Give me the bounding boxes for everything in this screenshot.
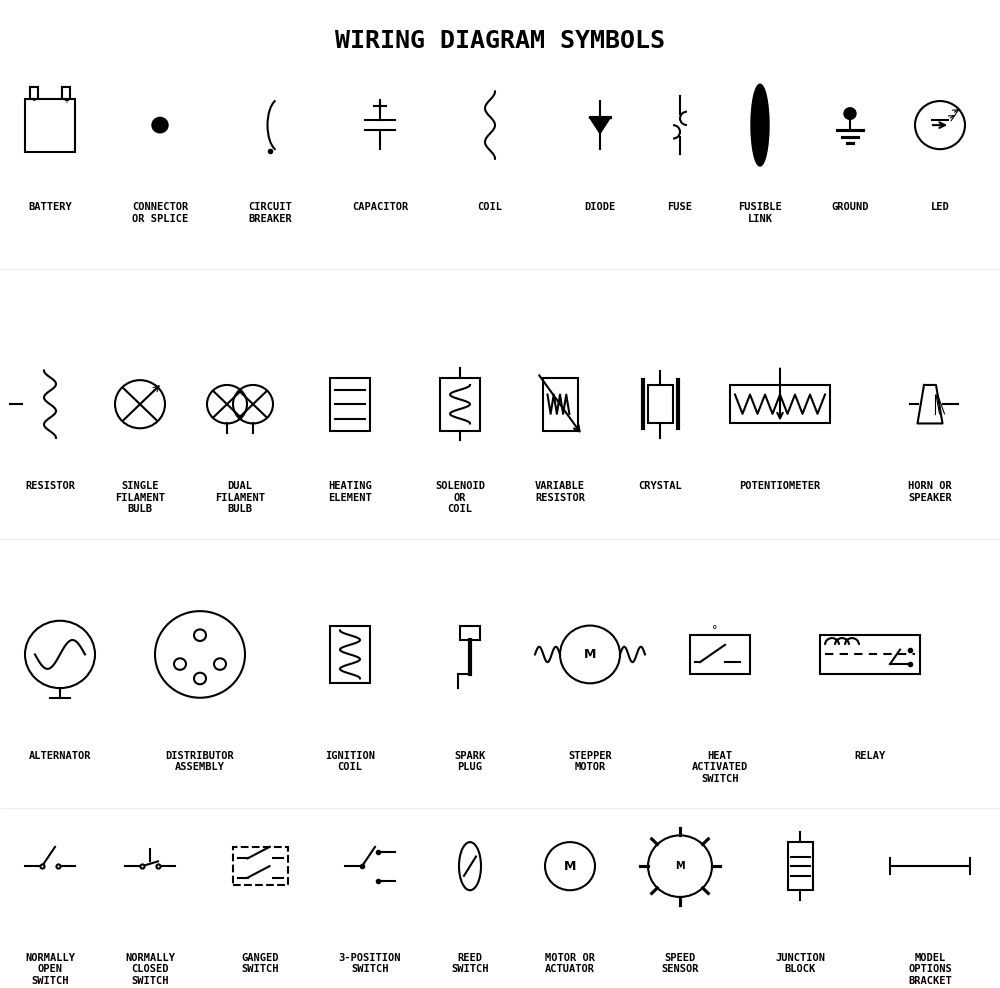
- Bar: [30, 87, 38, 99]
- Text: FUSIBLE
LINK: FUSIBLE LINK: [738, 203, 782, 223]
- Text: STEPPER
MOTOR: STEPPER MOTOR: [568, 751, 612, 773]
- Text: MOTOR OR
ACTUATOR: MOTOR OR ACTUATOR: [545, 952, 595, 974]
- Bar: [232, 847, 288, 885]
- Text: RELAY: RELAY: [854, 751, 886, 761]
- Text: MODEL
OPTIONS
BRACKET: MODEL OPTIONS BRACKET: [908, 952, 952, 986]
- Text: SINGLE
FILAMENT
BULB: SINGLE FILAMENT BULB: [115, 481, 165, 515]
- Text: ALTERNATOR: ALTERNATOR: [29, 751, 91, 761]
- Bar: [543, 377, 578, 431]
- Text: GANGED
SWITCH: GANGED SWITCH: [241, 952, 279, 974]
- Text: GROUND: GROUND: [831, 203, 869, 212]
- Bar: [730, 385, 830, 424]
- Polygon shape: [590, 118, 610, 132]
- Text: POTENTIOMETER: POTENTIOMETER: [739, 481, 821, 491]
- Bar: [62, 87, 70, 99]
- Ellipse shape: [751, 84, 769, 166]
- Text: LED: LED: [931, 203, 949, 212]
- Text: 3-POSITION
SWITCH: 3-POSITION SWITCH: [339, 952, 401, 974]
- Text: M: M: [675, 862, 685, 871]
- Bar: [330, 377, 370, 431]
- Text: M: M: [564, 860, 576, 872]
- Bar: [25, 99, 75, 151]
- Text: SPEED
SENSOR: SPEED SENSOR: [661, 952, 699, 974]
- Bar: [648, 385, 673, 424]
- Text: DISTRIBUTOR
ASSEMBLY: DISTRIBUTOR ASSEMBLY: [166, 751, 234, 773]
- Bar: [788, 842, 813, 890]
- Text: FUSE: FUSE: [668, 203, 692, 212]
- Text: CIRCUIT
BREAKER: CIRCUIT BREAKER: [248, 203, 292, 223]
- Text: VARIABLE
RESISTOR: VARIABLE RESISTOR: [535, 481, 585, 503]
- Bar: [690, 635, 750, 674]
- Text: IGNITION
COIL: IGNITION COIL: [325, 751, 375, 773]
- Text: DUAL
FILAMENT
BULB: DUAL FILAMENT BULB: [215, 481, 265, 515]
- Text: WIRING DIAGRAM SYMBOLS: WIRING DIAGRAM SYMBOLS: [335, 29, 665, 53]
- Text: CONNECTOR
OR SPLICE: CONNECTOR OR SPLICE: [132, 203, 188, 223]
- Text: DIODE: DIODE: [584, 203, 616, 212]
- Text: REED
SWITCH: REED SWITCH: [451, 952, 489, 974]
- Text: HEAT
ACTIVATED
SWITCH: HEAT ACTIVATED SWITCH: [692, 751, 748, 783]
- Text: CAPACITOR: CAPACITOR: [352, 203, 408, 212]
- Bar: [460, 625, 480, 640]
- Text: °: °: [712, 625, 718, 635]
- Text: COIL: COIL: [478, 203, 503, 212]
- Text: HEATING
ELEMENT: HEATING ELEMENT: [328, 481, 372, 503]
- Circle shape: [844, 108, 856, 120]
- Text: CRYSTAL: CRYSTAL: [638, 481, 682, 491]
- Text: BATTERY: BATTERY: [28, 203, 72, 212]
- Circle shape: [152, 118, 168, 132]
- Text: HORN OR
SPEAKER: HORN OR SPEAKER: [908, 481, 952, 503]
- Text: NORMALLY
CLOSED
SWITCH: NORMALLY CLOSED SWITCH: [125, 952, 175, 986]
- Text: -: -: [33, 98, 35, 104]
- Text: JUNCTION
BLOCK: JUNCTION BLOCK: [775, 952, 825, 974]
- Text: SPARK
PLUG: SPARK PLUG: [454, 751, 486, 773]
- Text: SOLENOID
OR
COIL: SOLENOID OR COIL: [435, 481, 485, 515]
- Bar: [820, 635, 920, 674]
- Bar: [330, 625, 370, 684]
- Text: RESISTOR: RESISTOR: [25, 481, 75, 491]
- Text: M: M: [584, 648, 596, 661]
- Bar: [440, 377, 480, 431]
- Text: NORMALLY
OPEN
SWITCH: NORMALLY OPEN SWITCH: [25, 952, 75, 986]
- Text: +: +: [63, 98, 69, 104]
